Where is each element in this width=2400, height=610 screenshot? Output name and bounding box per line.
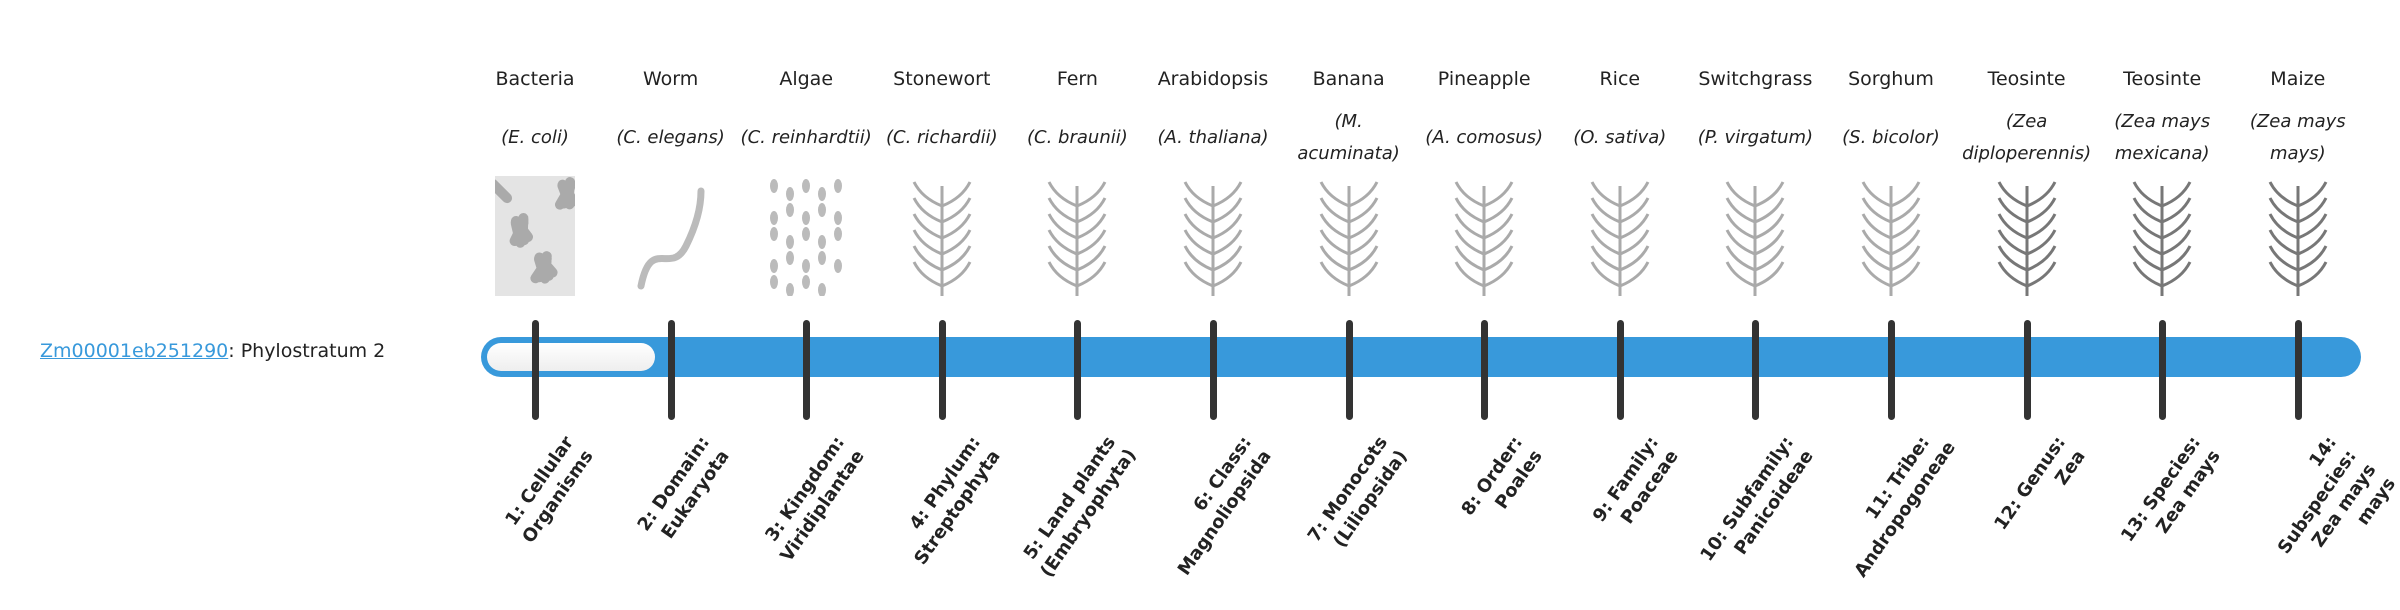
stratum-tick — [1616, 320, 1624, 420]
gene-label: Zm00001eb251290: Phylostratum 2 — [40, 340, 385, 362]
stratum-level-label: 9: Family: Poaceae — [1588, 432, 1683, 528]
rice-icon — [1552, 176, 1688, 296]
stratum-level-label: 6: Class: Magnoliopsida — [1173, 432, 1276, 580]
organism-name: Rice — [1599, 68, 1641, 90]
stratum-tick — [2159, 320, 2167, 420]
scientific-name: (O. sativa) — [1573, 127, 1667, 148]
organism-name: Banana — [1312, 68, 1385, 90]
sorghum-icon — [1823, 176, 1959, 296]
stratum-tick — [1752, 320, 1760, 420]
organism-name: Teosinte — [1987, 68, 2066, 90]
phylostratum-bar-empty — [487, 343, 655, 371]
organism-name: Fern — [1056, 68, 1098, 90]
teosinte-mexicana-icon — [2094, 176, 2230, 296]
organism-name: Arabidopsis — [1157, 68, 1269, 90]
stratum-tick — [667, 320, 675, 420]
stratum-level-label: 13: Species: Zea mays — [2117, 432, 2225, 546]
scientific-name: (A. thaliana) — [1157, 127, 1269, 148]
stratum-tick — [938, 320, 946, 420]
stratum-level-label: 14: Subspecies: Zea mays mays — [2273, 432, 2400, 558]
scientific-name: (Zea mays mexicana) — [2114, 111, 2211, 164]
organism-name: Worm — [642, 68, 699, 90]
stratum-level-label: 5: Land plants (Embryophyta) — [1020, 432, 1141, 582]
scientific-name: (Zea diploperennis) — [1962, 111, 2092, 164]
pineapple-icon — [1416, 176, 1552, 296]
organism-name: Stonewort — [893, 68, 991, 90]
bacteria-icon — [467, 176, 603, 296]
stratum-tick — [532, 320, 539, 420]
stratum-level-label: 2: Domain: Eukaryota — [633, 432, 734, 543]
banana-icon — [1281, 176, 1417, 296]
scientific-name: (Zea mays mays) — [2249, 111, 2346, 164]
fern-icon — [1009, 176, 1145, 296]
stratum-level-label: 7: Monocots (Liliopsida) — [1303, 432, 1412, 552]
scientific-name: (C. richardii) — [885, 127, 998, 148]
organism-name: Bacteria — [495, 68, 575, 90]
scientific-name: (C. elegans) — [616, 127, 725, 148]
scientific-name: (P. virgatum) — [1697, 127, 1814, 148]
stratum-level-label: 12: Genus: Zea — [1989, 432, 2090, 534]
maize-icon — [2230, 176, 2366, 296]
organism-name: Teosinte — [2123, 68, 2202, 90]
stratum-tick — [1345, 320, 1353, 420]
stratum-tick — [1481, 320, 1489, 420]
stratum-level-label: 11: Tribe: Andropogoneae — [1850, 432, 1960, 582]
stratum-level-label: 3: Kingdom: Viridiplantae — [761, 432, 869, 566]
scientific-name: (E. coli) — [501, 127, 569, 148]
gene-link[interactable]: Zm00001eb251290 — [40, 340, 229, 362]
organism-name: Sorghum — [1848, 68, 1934, 90]
stratum-level-label: 1: Cellular Organisms — [501, 432, 598, 548]
algae-icon — [738, 176, 874, 296]
stonewort-icon — [874, 176, 1010, 296]
organism-name: Maize — [2270, 68, 2326, 90]
stratum-tick — [1074, 320, 1082, 420]
arabidopsis-icon — [1145, 176, 1281, 296]
teosinte-icon — [1959, 176, 2095, 296]
stratum-tick — [1888, 320, 1895, 420]
worm-icon — [603, 176, 739, 296]
organism-name: Algae — [779, 68, 834, 90]
stratum-level-label: 4: Phylum: Streptophyta — [905, 432, 1005, 569]
scientific-name: (C. reinhardtii) — [740, 127, 872, 148]
organism-name: Pineapple — [1437, 68, 1531, 90]
stratum-tick — [1210, 320, 1217, 420]
stratum-level-label: 8: Order: Poales — [1457, 432, 1547, 520]
scientific-name: (S. bicolor) — [1842, 127, 1940, 148]
phylostratum-text: : Phylostratum 2 — [228, 340, 386, 362]
stratum-tick — [2023, 320, 2031, 420]
phylostratum-bar — [481, 337, 2361, 377]
scientific-name: (C. braunii) — [1027, 127, 1128, 148]
switchgrass-icon — [1687, 176, 1823, 296]
scientific-name: (A. comosus) — [1425, 127, 1544, 148]
stratum-tick — [2294, 320, 2302, 420]
stratum-level-label: 10: Subfamily: Panicoideae — [1696, 432, 1819, 566]
organism-name: Switchgrass — [1698, 68, 1813, 90]
stratum-tick — [803, 320, 811, 420]
scientific-name: (M. acuminata) — [1297, 111, 1400, 164]
